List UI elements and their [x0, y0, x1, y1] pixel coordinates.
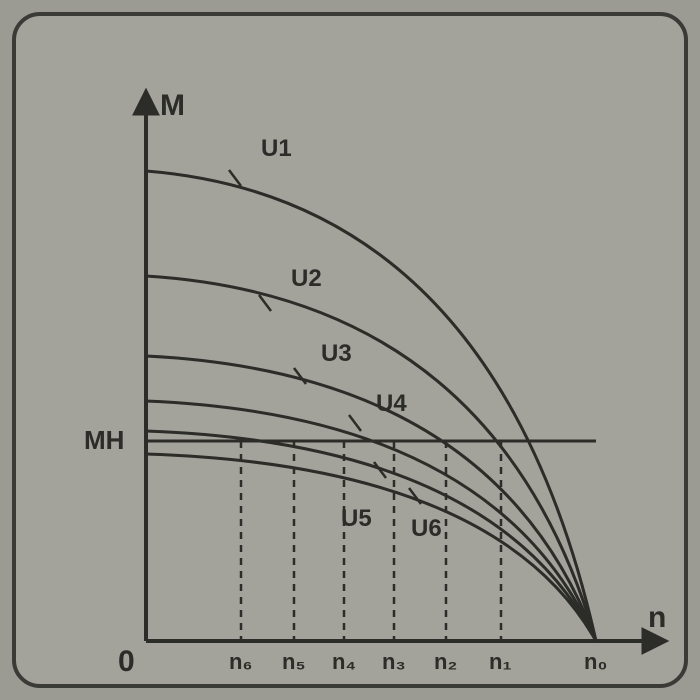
curve-label-u5: U5	[341, 505, 372, 532]
y-axis-label: M	[160, 89, 185, 122]
x-tick-label-n6: n₆	[229, 649, 252, 674]
mh-label: MH	[84, 425, 124, 455]
curve-tick-u3	[294, 368, 306, 384]
curve-tick-u4	[349, 415, 361, 431]
x-axis-label: n	[648, 601, 666, 634]
x-tick-label-n0: n₀	[584, 649, 607, 674]
curve-label-u2: U2	[291, 265, 322, 292]
curve-u3	[146, 356, 596, 641]
torque-speed-chart: Mn 0 MH U1 U2 U3 U4 U5 U6 n₆ n₅ n₄ n₃ n₂ n₁ n₀	[16, 16, 684, 684]
curve-tick-u2	[259, 295, 271, 311]
x-tick-label-n4: n₄	[332, 649, 356, 674]
x-tick-label-n5: n₅	[282, 649, 306, 674]
curve-u6	[146, 454, 596, 641]
chart-frame: Mn 0 MH U1 U2 U3 U4 U5 U6 n₆ n₅ n₄ n₃ n₂ n₁ n₀	[12, 12, 688, 688]
x-tick-label-n3: n₃	[382, 649, 406, 674]
origin-label: 0	[118, 645, 135, 678]
curve-label-u3: U3	[321, 340, 352, 367]
x-tick-label-n1: n₁	[489, 649, 512, 674]
curve-label-u4: U4	[376, 390, 407, 417]
x-tick-label-n2: n₂	[434, 649, 457, 674]
curve-u5	[146, 431, 596, 641]
curve-label-u1: U1	[261, 135, 292, 162]
curve-label-u6: U6	[411, 515, 442, 542]
